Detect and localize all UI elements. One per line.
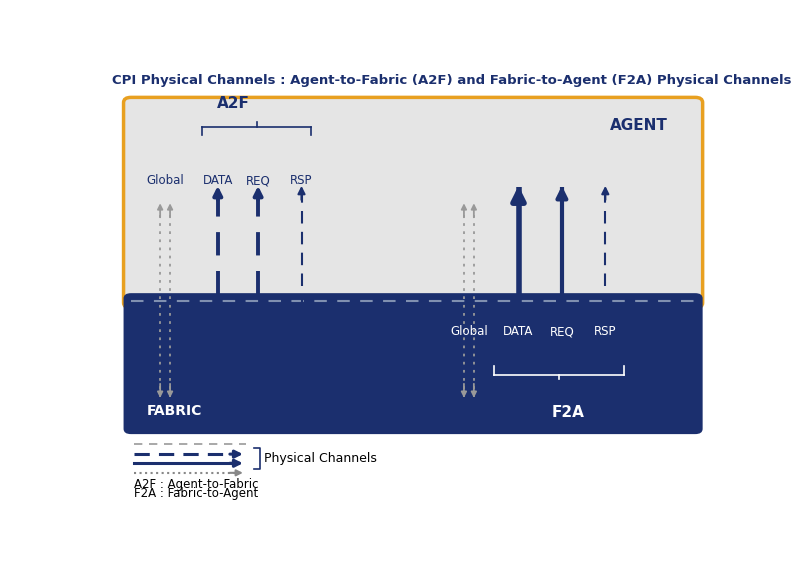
Text: Global: Global xyxy=(146,175,184,188)
FancyBboxPatch shape xyxy=(123,293,702,434)
Text: F2A: F2A xyxy=(552,405,585,420)
FancyBboxPatch shape xyxy=(123,97,702,308)
Text: A2F : Agent-to-Fabric: A2F : Agent-to-Fabric xyxy=(134,477,258,490)
Text: Global: Global xyxy=(450,325,488,338)
Text: RSP: RSP xyxy=(290,175,313,188)
Text: A2F: A2F xyxy=(217,96,250,111)
Text: REQ: REQ xyxy=(246,175,270,188)
Text: DATA: DATA xyxy=(202,175,233,188)
Text: RSP: RSP xyxy=(594,325,617,338)
Text: Physical Channels: Physical Channels xyxy=(264,453,377,466)
Text: CPI Physical Channels : Agent-to-Fabric (A2F) and Fabric-to-Agent (F2A) Physical: CPI Physical Channels : Agent-to-Fabric … xyxy=(112,75,792,88)
Text: FABRIC: FABRIC xyxy=(146,404,202,418)
Text: DATA: DATA xyxy=(503,325,534,338)
Text: REQ: REQ xyxy=(550,325,574,338)
Text: F2A : Fabric-to-Agent: F2A : Fabric-to-Agent xyxy=(134,487,258,500)
Text: AGENT: AGENT xyxy=(610,118,667,133)
